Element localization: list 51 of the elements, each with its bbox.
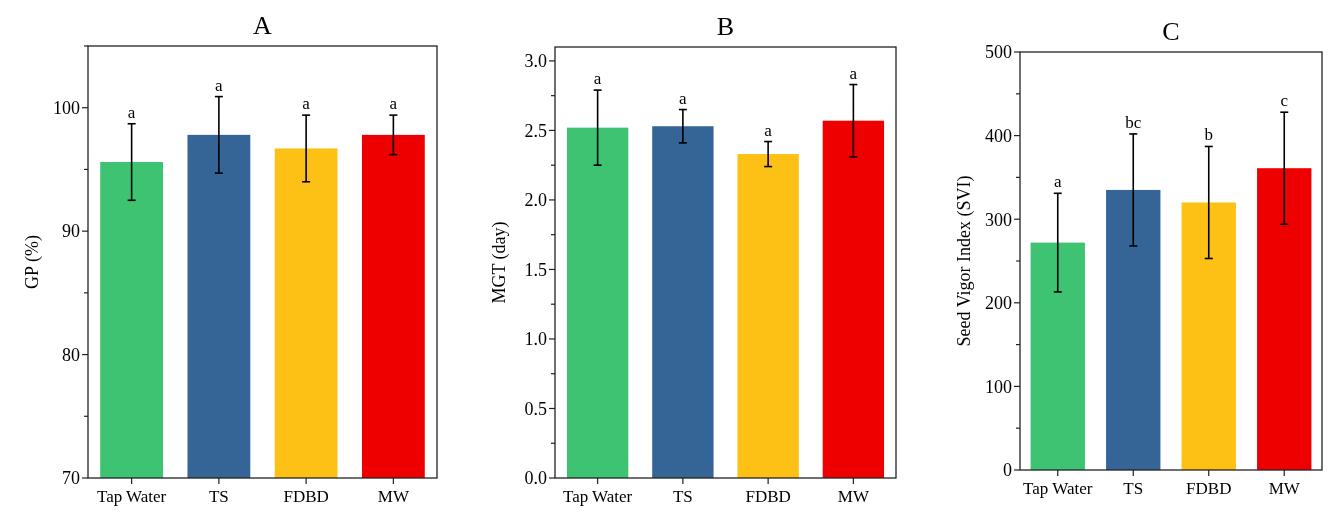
y-tick-label: 400	[985, 125, 1012, 146]
y-tick-label: 70	[62, 468, 80, 489]
x-tick-label: FDBD	[745, 487, 791, 506]
x-tick-label: FDBD	[283, 487, 329, 506]
y-tick-label: 2.5	[524, 120, 547, 141]
annotation: bc	[1125, 112, 1142, 132]
chart-title: A	[253, 11, 273, 40]
annotation: a	[389, 94, 398, 114]
x-tick-label: MW	[837, 487, 870, 506]
x-tick-label: TS	[1123, 479, 1144, 498]
annotation: a	[215, 75, 224, 95]
annotation: a	[764, 120, 773, 140]
y-tick-label: 2.0	[524, 190, 547, 211]
x-tick-label: MW	[377, 487, 410, 506]
y-tick-label: 1.0	[524, 329, 547, 350]
y-axis-title: GP (%)	[22, 235, 43, 289]
x-tick-label: Tap Water	[1023, 479, 1093, 498]
x-tick-label: Tap Water	[562, 487, 633, 506]
bar	[1181, 202, 1236, 470]
annotation: a	[127, 102, 136, 122]
annotation: a	[593, 69, 602, 89]
y-tick-label: 100	[985, 376, 1012, 397]
y-tick-label: 90	[62, 221, 80, 242]
y-tick-label: 100	[53, 98, 80, 119]
annotation: a	[302, 94, 311, 114]
x-tick-label: TS	[672, 487, 693, 506]
y-axis-title: Seed Vigor Index (SVI)	[954, 175, 975, 347]
y-tick-label: 3.0	[524, 51, 547, 72]
annotation: a	[679, 88, 688, 108]
bar	[1030, 242, 1085, 470]
y-tick-label: 80	[62, 344, 80, 365]
y-axis-title: MGT (day)	[489, 221, 510, 304]
annotation: b	[1204, 125, 1213, 145]
x-tick-label: MW	[1268, 479, 1301, 498]
y-tick-label: 200	[985, 293, 1012, 314]
y-tick-label: 300	[985, 209, 1012, 230]
y-tick-label: 1.5	[524, 259, 547, 280]
y-tick-label: 0	[1003, 460, 1012, 481]
x-tick-label: Tap Water	[96, 487, 167, 506]
y-tick-label: 500	[985, 42, 1012, 63]
x-tick-label: FDBD	[1186, 479, 1232, 498]
chart-title: B	[716, 12, 735, 41]
bar	[1257, 168, 1312, 470]
x-tick-label: TS	[208, 487, 229, 506]
y-tick-label: 0.0	[524, 468, 547, 489]
y-tick-label: 0.5	[524, 398, 547, 419]
bar	[1106, 189, 1161, 470]
chart-title: C	[1162, 17, 1180, 46]
annotation: a	[1053, 172, 1062, 192]
annotation: c	[1280, 91, 1289, 111]
annotation: a	[849, 63, 858, 83]
